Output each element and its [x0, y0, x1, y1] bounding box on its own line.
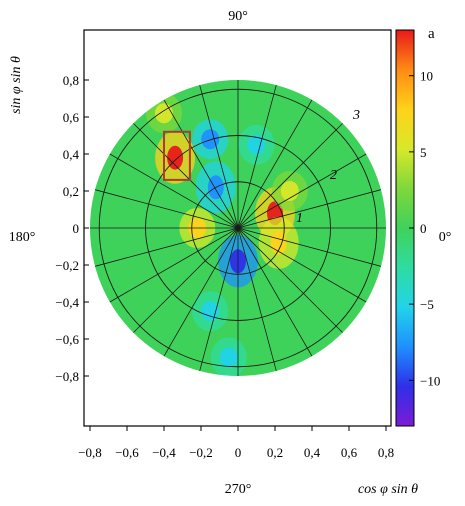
- x-tick-label: 0,4: [304, 445, 321, 460]
- highlight-region-box: [163, 130, 191, 181]
- colorbar-tick-label: −10: [420, 373, 440, 388]
- x-tick-label: 0: [235, 445, 242, 460]
- direction-label-right: 0°: [439, 230, 452, 245]
- y-tick-label: −0,2: [55, 258, 79, 273]
- colorbar-tick-label: −5: [420, 297, 434, 312]
- colorbar: 10 5 0 −5 −10: [395, 29, 440, 427]
- y-axis: −0,8 −0,6 −0,4 −0,2 0 0,2 0,4 0,6 0,8: [55, 73, 89, 384]
- hotspot: [280, 181, 299, 201]
- panel-letter: a: [428, 26, 435, 42]
- y-tick-label: 0,4: [63, 147, 80, 162]
- x-tick-label: −0,2: [189, 445, 213, 460]
- polar-spoke: [94, 189, 382, 267]
- direction-label-bottom: 270°: [225, 482, 252, 497]
- y-tick-label: 0,8: [63, 73, 79, 88]
- y-tick-label: 0,2: [63, 184, 79, 199]
- x-tick-label: −0,6: [115, 445, 139, 460]
- colorbar-tick-label: 0: [420, 221, 427, 236]
- y-tick-label: −0,4: [55, 295, 79, 310]
- y-axis-label: sin φ sin θ: [9, 56, 24, 114]
- x-tick-label: −0,8: [78, 445, 102, 460]
- direction-label-left: 180°: [9, 230, 36, 245]
- x-axis: −0,8 −0,6 −0,4 −0,2 0 0,2 0,4 0,6 0,8: [78, 426, 394, 460]
- y-tick-label: −0,6: [55, 332, 79, 347]
- x-axis-label: cos φ sin θ: [358, 482, 418, 497]
- x-tick-label: 0,2: [267, 445, 283, 460]
- direction-label-top: 90°: [228, 9, 248, 24]
- y-tick-label: 0,6: [63, 110, 80, 125]
- x-tick-label: 0,8: [378, 445, 394, 460]
- hotspot: [247, 134, 266, 155]
- y-tick-label: 0: [73, 221, 80, 236]
- heatmap-disk: [90, 80, 386, 376]
- hotspot: [155, 103, 173, 124]
- x-tick-label: 0,6: [341, 445, 358, 460]
- hotspot: [219, 347, 238, 368]
- ring-label-3: 3: [352, 108, 360, 123]
- x-tick-label: −0,4: [152, 445, 176, 460]
- hotspot: [201, 129, 220, 150]
- colorbar-tick-label: 10: [420, 69, 433, 84]
- ring-label-2: 2: [330, 168, 337, 183]
- ring-label-1: 1: [296, 211, 303, 226]
- y-tick-label: −0,8: [55, 369, 79, 384]
- colorbar-tick-label: 5: [420, 145, 427, 160]
